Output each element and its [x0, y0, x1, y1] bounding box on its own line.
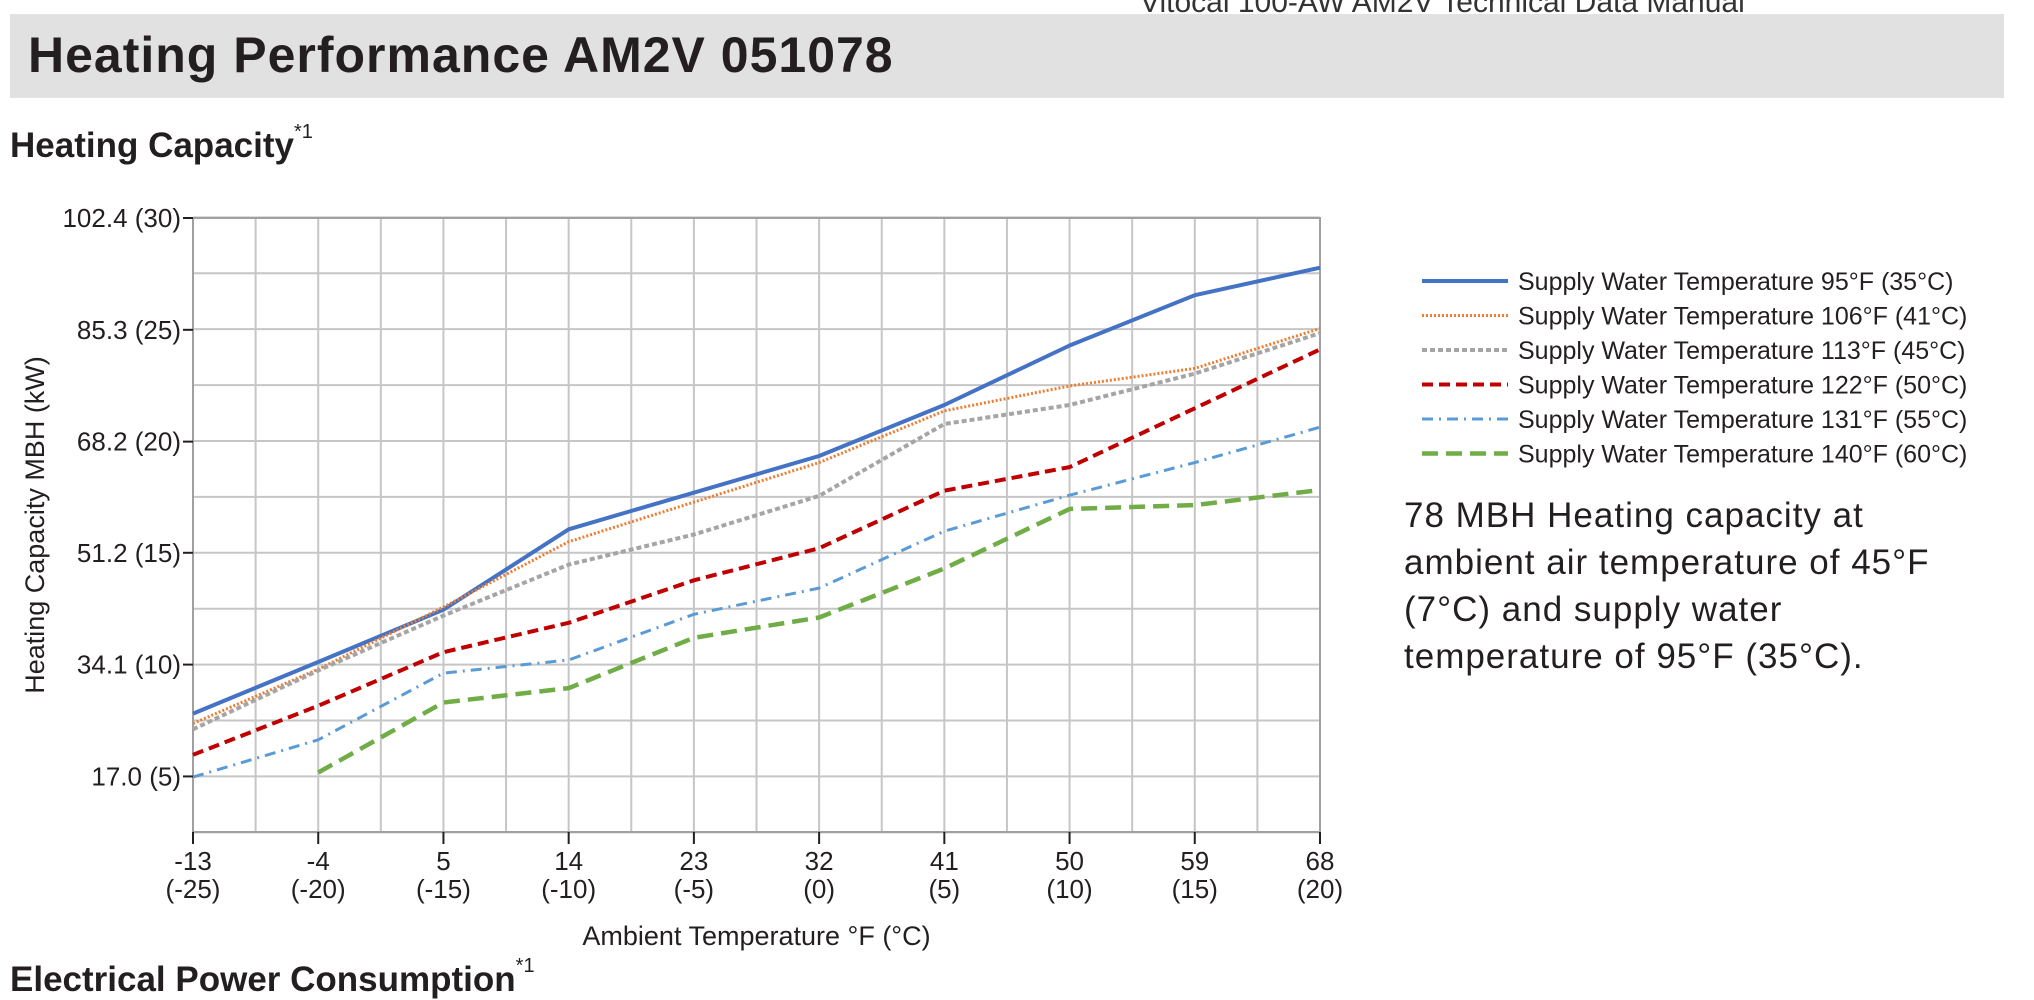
series-line-2	[192, 327, 1321, 725]
series-line-5	[192, 425, 1321, 779]
page-title: Heating Performance AM2V 051078	[28, 27, 894, 83]
y-tick-label: 102.4 (30)	[62, 203, 181, 233]
x-tick-label-f: 5	[436, 846, 450, 876]
x-tick-label: 68 (20)	[1297, 846, 1343, 904]
x-tick-label: 14 (-10)	[541, 846, 596, 904]
x-tick-label: 32 (0)	[803, 846, 835, 904]
y-tick-label: 34.1 (10)	[77, 650, 181, 680]
legend-label-1: Supply Water Temperature 95°F (35°C)	[1518, 268, 1953, 296]
legend-label-5: Supply Water Temperature 131°F (55°C)	[1518, 406, 1967, 434]
x-tick-label-c: (5)	[928, 874, 960, 904]
grid	[192, 216, 1321, 834]
next-section-footnote-marker: *1	[515, 955, 535, 978]
x-tick-label-c: (20)	[1297, 874, 1343, 904]
series-line-4	[192, 347, 1321, 757]
x-tick-label-c: (-20)	[291, 874, 346, 904]
heating-capacity-chart: -13 (-25) -4 (-20) 5 (-15) 14 (-10) 23 (-5) 32 (0) 4…	[20, 203, 1967, 951]
series-lines	[192, 265, 1321, 779]
x-tick-label-f: -4	[307, 846, 330, 876]
x-tick-label-c: (10)	[1046, 874, 1092, 904]
x-tick-label: 50 (10)	[1046, 846, 1092, 904]
section-footnote-marker: *1	[293, 121, 313, 144]
next-section-title: Electrical Power Consumption*1	[10, 955, 535, 1000]
x-tick-label-c: (-25)	[166, 874, 221, 904]
legend-label-2: Supply Water Temperature 106°F (41°C)	[1518, 303, 1967, 331]
x-tick-label-c: (15)	[1172, 874, 1218, 904]
y-tick-label: 51.2 (15)	[77, 538, 181, 568]
y-tick-label: 17.0 (5)	[91, 761, 181, 791]
x-tick-label-f: 50	[1055, 846, 1084, 876]
x-tick-label-c: (-15)	[416, 874, 471, 904]
axes: -13 (-25) -4 (-20) 5 (-15) 14 (-10) 23 (-5) 32 (0) 4…	[20, 203, 1343, 951]
x-tick-label-f: 59	[1180, 846, 1209, 876]
x-tick-label: 41 (5)	[928, 846, 960, 904]
x-tick-label-c: (-10)	[541, 874, 596, 904]
plot-border	[192, 217, 1321, 833]
next-section-title-text: Electrical Power Consumption	[10, 960, 516, 999]
series-line-6	[317, 487, 1321, 775]
series-line-1	[192, 265, 1321, 716]
capacity-note: 78 MBH Heating capacity at ambient air t…	[1404, 496, 1930, 676]
y-axis-label: Heating Capacity MBH (kW)	[20, 356, 50, 694]
title-bar: Heating Performance AM2V 051078	[10, 14, 2004, 98]
x-tick-label: 5 (-15)	[416, 846, 471, 904]
section-title: Heating Capacity*1	[10, 121, 313, 166]
x-tick-label-f: 23	[679, 846, 708, 876]
legend: Supply Water Temperature 95°F (35°C) Supp…	[1422, 268, 1967, 469]
x-tick-label: -4 (-20)	[291, 846, 346, 904]
x-tick-label-f: 41	[930, 846, 959, 876]
y-tick-label: 85.3 (25)	[77, 315, 181, 345]
legend-label-6: Supply Water Temperature 140°F (60°C)	[1518, 441, 1967, 469]
y-tick-label: 68.2 (20)	[77, 427, 181, 457]
x-tick-label: -13 (-25)	[166, 846, 221, 904]
x-tick-label-f: 32	[805, 846, 834, 876]
x-tick-label: 59 (15)	[1172, 846, 1218, 904]
x-tick-label-f: -13	[174, 846, 212, 876]
legend-label-3: Supply Water Temperature 113°F (45°C)	[1518, 337, 1966, 365]
legend-label-4: Supply Water Temperature 122°F (50°C)	[1518, 372, 1967, 400]
x-tick-label-c: (0)	[803, 874, 835, 904]
section-title-text: Heating Capacity	[10, 126, 294, 165]
series-line-3	[192, 331, 1321, 732]
x-tick-label-c: (-5)	[674, 874, 714, 904]
x-tick-label: 23 (-5)	[674, 846, 714, 904]
x-axis-label: Ambient Temperature °F (°C)	[582, 921, 930, 951]
x-tick-label-f: 68	[1306, 846, 1335, 876]
x-tick-label-f: 14	[554, 846, 583, 876]
